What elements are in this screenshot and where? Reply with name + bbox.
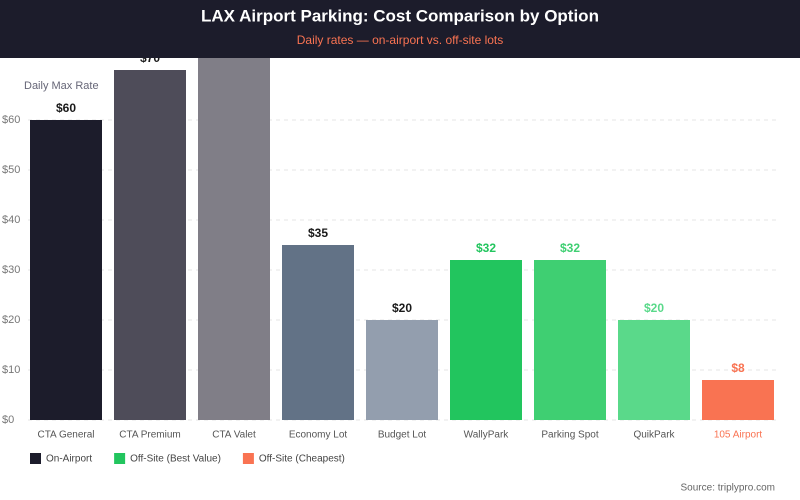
bar bbox=[450, 260, 522, 420]
bar bbox=[702, 380, 774, 420]
x-tick-label: CTA Premium bbox=[119, 430, 181, 441]
value-label: $20 bbox=[644, 301, 664, 315]
bar bbox=[198, 20, 270, 420]
legend-swatch bbox=[30, 453, 41, 464]
x-tick-label: QuikPark bbox=[633, 430, 675, 441]
y-tick-label: $40 bbox=[2, 214, 20, 226]
legend-label: Off-Site (Best Value) bbox=[130, 454, 221, 465]
source: Source: triplypro.com bbox=[681, 483, 775, 494]
legend-label: Off-Site (Cheapest) bbox=[259, 454, 345, 465]
value-label: $20 bbox=[392, 301, 412, 315]
header bbox=[0, 0, 800, 58]
y-axis-label: Daily Max Rate bbox=[24, 80, 99, 92]
value-label: $32 bbox=[476, 241, 496, 255]
legend-swatch bbox=[114, 453, 126, 464]
bar bbox=[618, 320, 690, 420]
y-tick-label: $30 bbox=[2, 264, 20, 276]
y-tick-label: $10 bbox=[2, 364, 20, 376]
x-tick-label: Budget Lot bbox=[378, 430, 427, 441]
x-tick-label: WallyPark bbox=[464, 430, 510, 441]
x-tick-label: Parking Spot bbox=[541, 430, 598, 441]
value-label: $8 bbox=[731, 361, 745, 375]
y-tick-label: $0 bbox=[2, 414, 14, 426]
x-tick-label: 105 Airport bbox=[714, 430, 763, 441]
y-tick-label: $20 bbox=[2, 314, 20, 326]
legend-label: On-Airport bbox=[46, 454, 92, 465]
chart-subtitle: Daily rates — on-airport vs. off-site lo… bbox=[297, 33, 504, 47]
bar bbox=[114, 70, 186, 420]
chart-title: LAX Airport Parking: Cost Comparison by … bbox=[201, 6, 599, 25]
bar bbox=[30, 120, 102, 420]
value-label: $60 bbox=[56, 101, 76, 115]
bar bbox=[534, 260, 606, 420]
value-label: $35 bbox=[308, 226, 328, 240]
y-tick-label: $60 bbox=[2, 114, 20, 126]
bar bbox=[282, 245, 354, 420]
x-tick-label: CTA General bbox=[37, 430, 94, 441]
y-tick-label: $50 bbox=[2, 164, 20, 176]
x-tick-label: CTA Valet bbox=[212, 430, 256, 441]
bar bbox=[366, 320, 438, 420]
value-label: $32 bbox=[560, 241, 580, 255]
legend-swatch bbox=[242, 453, 254, 464]
x-tick-label: Economy Lot bbox=[289, 430, 348, 441]
